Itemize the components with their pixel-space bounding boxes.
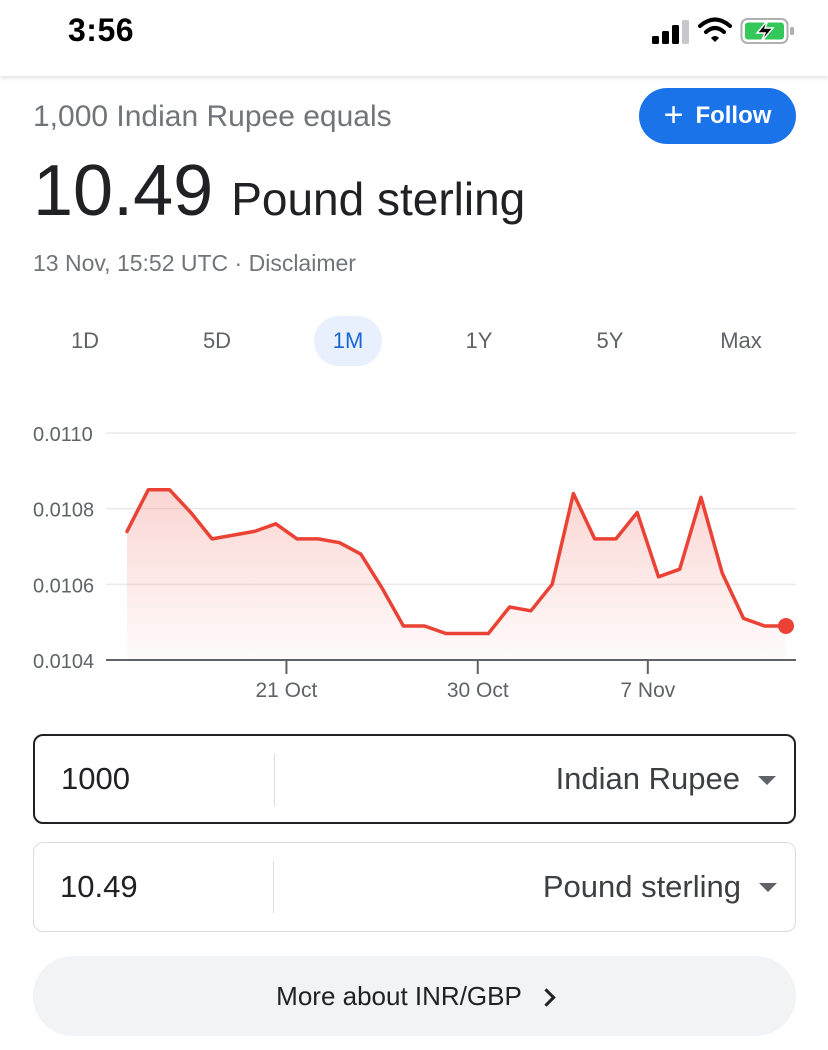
y-tick-label: 0.0108 bbox=[33, 500, 94, 522]
field-divider bbox=[274, 754, 275, 806]
timestamp-disclaimer[interactable]: 13 Nov, 15:52 UTC · Disclaimer bbox=[33, 250, 356, 276]
status-time: 3:56 bbox=[68, 12, 135, 48]
source-amount-input[interactable]: 1000 bbox=[61, 761, 130, 796]
result-currency: Pound sterling bbox=[231, 173, 526, 225]
x-tick-label: 21 Oct bbox=[255, 679, 317, 702]
series-line bbox=[125, 487, 788, 636]
conversion-prefix: 1,000 Indian Rupee equals bbox=[33, 100, 392, 133]
target-amount-input[interactable]: 10.49 bbox=[60, 869, 138, 904]
tab-1y[interactable]: 1Y bbox=[465, 328, 493, 353]
result-value: 10.49 bbox=[33, 151, 214, 231]
tab-max[interactable]: Max bbox=[720, 328, 762, 353]
more-about-button[interactable]: More about INR/GBP bbox=[33, 956, 796, 1036]
y-tick-label: 0.0110 bbox=[33, 424, 93, 446]
plus-icon: + bbox=[663, 95, 684, 134]
chevron-right-icon bbox=[537, 987, 556, 1007]
current-value-dot bbox=[778, 617, 794, 634]
status-bar: 3:56 bbox=[0, 0, 828, 76]
conversion-result: 10.49 Pound sterling bbox=[33, 150, 525, 232]
tab-5y[interactable]: 5Y bbox=[596, 328, 624, 353]
more-about-label: More about INR/GBP bbox=[276, 980, 522, 1011]
tab-1d[interactable]: 1D bbox=[70, 328, 100, 353]
tab-5d[interactable]: 5D bbox=[202, 328, 232, 353]
wifi-icon bbox=[698, 17, 732, 42]
y-tick-label: 0.0106 bbox=[33, 575, 94, 597]
dropdown-arrow-icon[interactable] bbox=[759, 883, 777, 892]
x-tick-label: 30 Oct bbox=[447, 679, 509, 702]
field-divider bbox=[273, 861, 274, 913]
target-currency-select[interactable]: Pound sterling bbox=[542, 869, 741, 904]
dropdown-arrow-icon[interactable] bbox=[758, 776, 776, 785]
cellular-signal-icon bbox=[652, 20, 689, 44]
y-tick-label: 0.0104 bbox=[33, 651, 94, 673]
range-tabs: 1D 5D 1M 1Y 5Y Max bbox=[20, 316, 808, 366]
source-currency-select[interactable]: Indian Rupee bbox=[555, 761, 740, 796]
follow-label: Follow bbox=[695, 102, 772, 129]
source-currency-field: 1000 Indian Rupee bbox=[33, 734, 796, 824]
target-currency-field: 10.49 Pound sterling bbox=[33, 842, 796, 932]
follow-button[interactable]: + Follow bbox=[639, 88, 796, 144]
x-tick-label: 7 Nov bbox=[620, 679, 675, 702]
tab-1m[interactable]: 1M bbox=[314, 316, 382, 366]
exchange-rate-chart[interactable]: 0.0110 0.0108 0.0106 0.0104 21 Oct 30 Oct 7 No… bbox=[0, 400, 828, 720]
battery-charging-icon bbox=[740, 18, 794, 44]
